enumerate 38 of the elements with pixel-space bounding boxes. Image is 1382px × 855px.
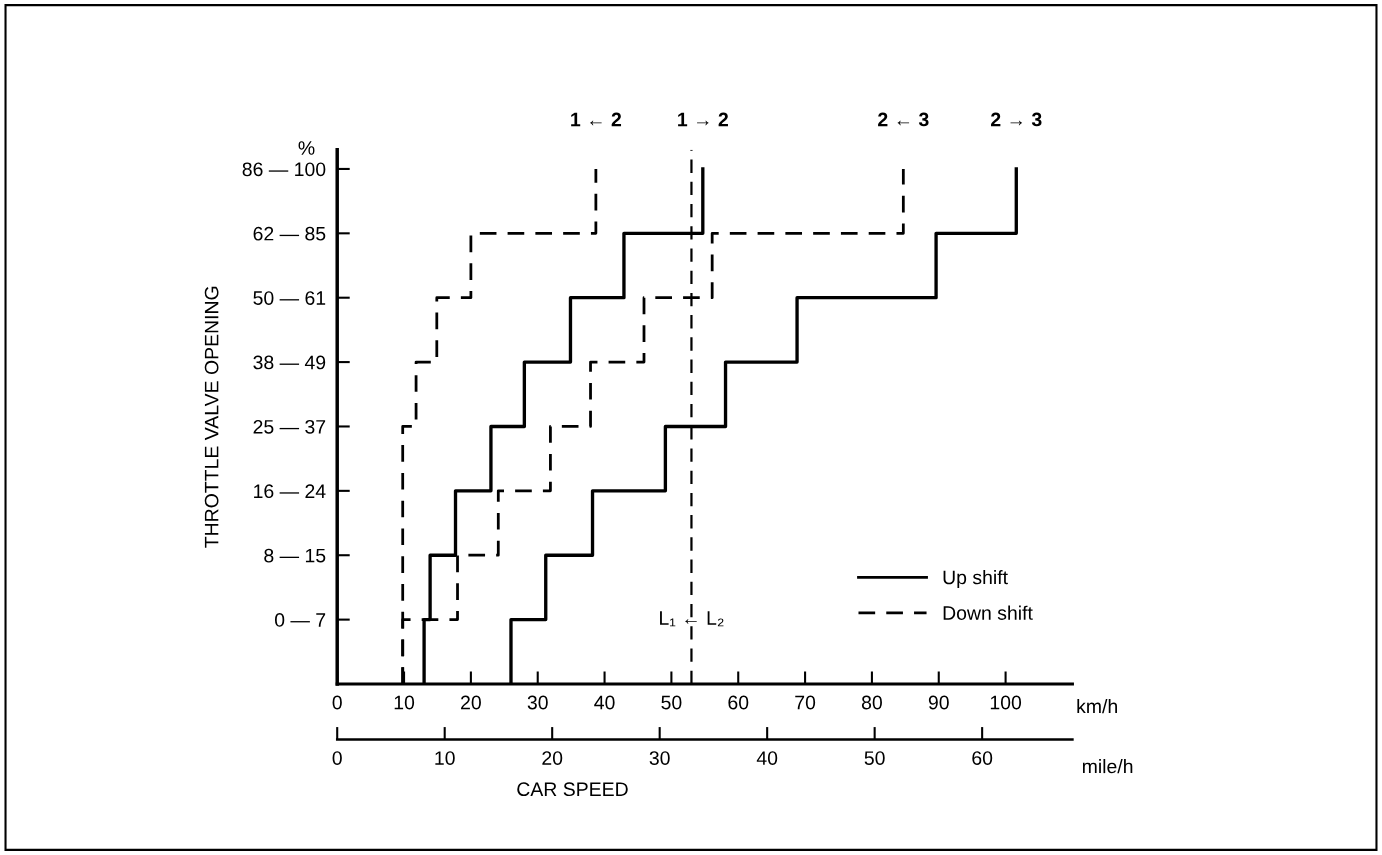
text: % bbox=[298, 141, 315, 155]
annotation: 1 → 2 bbox=[678, 112, 728, 127]
x2-tick-label: 10 bbox=[435, 751, 455, 765]
x2-tick-label: 30 bbox=[649, 751, 670, 765]
y-axis-title: THROTTLE VALVE OPENING bbox=[204, 286, 219, 548]
x-tick-label: 10 bbox=[394, 695, 415, 710]
x-tick-label: 20 bbox=[461, 695, 481, 710]
y-tick-label: 86 — 100 bbox=[242, 162, 326, 177]
text: mile/h bbox=[1082, 759, 1133, 774]
y-tick-label: 62 — 85 bbox=[253, 226, 326, 241]
x-tick-label: 100 bbox=[990, 695, 1022, 710]
y-tick-label: 8 — 15 bbox=[264, 548, 326, 563]
y-tick-label: 50 — 61 bbox=[253, 291, 326, 305]
annotation: 1 ← 2 bbox=[571, 112, 622, 127]
legend-label: Up shift bbox=[943, 570, 1008, 589]
x2-tick-label: 0 bbox=[332, 751, 342, 765]
x-axis-title: CAR SPEED bbox=[517, 782, 628, 797]
x-tick-label: 70 bbox=[795, 695, 816, 710]
x-tick-label: 0 bbox=[332, 695, 342, 710]
x-tick-label: 40 bbox=[594, 695, 615, 710]
y-tick-label: 0 — 7 bbox=[274, 613, 326, 627]
x-tick-label: 60 bbox=[728, 695, 749, 710]
y-tick-label: 38 — 49 bbox=[253, 355, 326, 370]
x2-tick-label: 50 bbox=[864, 751, 885, 765]
y-tick-label: 16 — 24 bbox=[254, 484, 326, 499]
ref-line-label: L₁ ← L₂ bbox=[660, 611, 724, 627]
x-tick-label: 30 bbox=[527, 695, 548, 710]
x2-tick-label: 60 bbox=[972, 751, 993, 765]
annotation: 2 ← 3 bbox=[878, 112, 929, 127]
text: km/h bbox=[1077, 698, 1117, 714]
x-tick-label: 80 bbox=[861, 695, 882, 710]
annotation: 2 → 3 bbox=[991, 112, 1042, 127]
legend-label: Down shift bbox=[943, 605, 1033, 620]
x-tick-label: 90 bbox=[928, 695, 949, 710]
y-tick-label: 25 — 37 bbox=[253, 419, 326, 434]
x2-tick-label: 40 bbox=[756, 751, 778, 765]
x-tick-label: 50 bbox=[661, 695, 682, 710]
x2-tick-label: 20 bbox=[542, 751, 563, 765]
